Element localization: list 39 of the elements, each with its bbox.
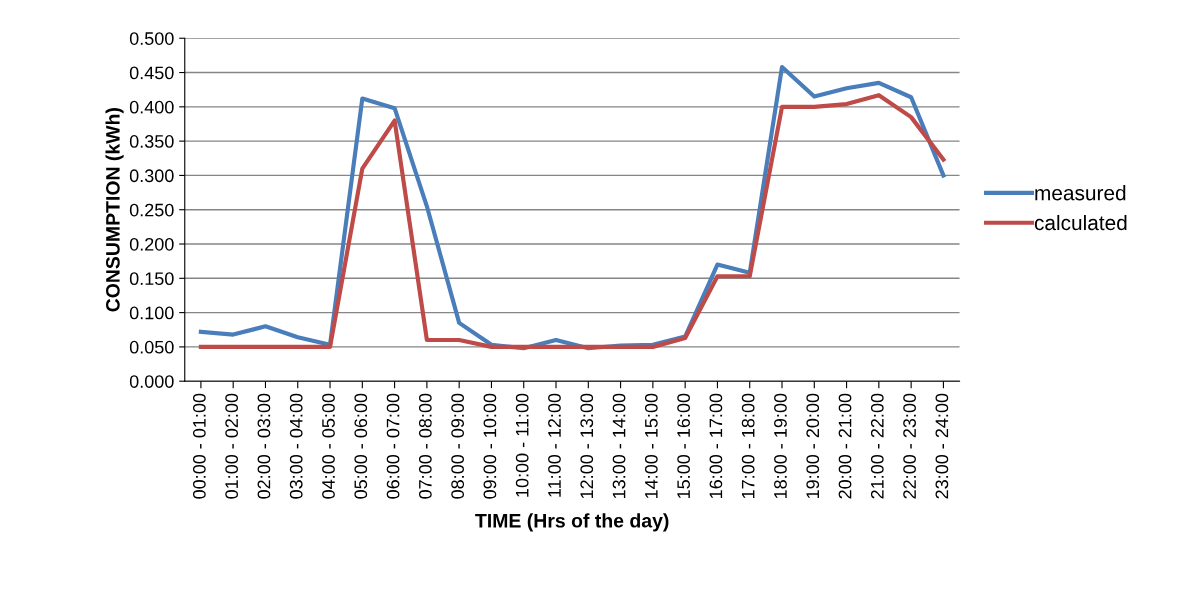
- y-tick-label: 0.400: [129, 100, 174, 114]
- x-tick-label: 14:00 - 15:00: [644, 393, 658, 499]
- x-tick-label: 02:00 - 03:00: [257, 393, 271, 499]
- x-tick-label: 07:00 - 08:00: [418, 393, 432, 499]
- x-tick-label: 22:00 - 23:00: [903, 393, 916, 499]
- x-tick-label: 13:00 - 14:00: [612, 393, 626, 499]
- y-tick-label: 0.100: [129, 306, 174, 320]
- x-tick-label: 00:00 - 01:00: [192, 393, 206, 499]
- y-tick-label: 0.500: [129, 32, 174, 45]
- x-tick-label: 20:00 - 21:00: [838, 393, 852, 499]
- x-tick-label: 01:00 - 02:00: [225, 393, 239, 499]
- x-tick-label: 18:00 - 19:00: [774, 393, 787, 499]
- x-tick-label: 17:00 - 18:00: [741, 393, 755, 499]
- x-tick-label: 12:00 - 13:00: [580, 393, 594, 499]
- x-tick-label: 16:00 - 17:00: [709, 393, 723, 499]
- y-tick-label: 0.350: [129, 135, 174, 148]
- x-tick-label: 08:00 - 09:00: [451, 393, 465, 499]
- y-tick-label: 0.200: [129, 237, 174, 251]
- x-tick-label: 15:00 - 16:00: [677, 393, 690, 499]
- x-tick-label: 23:00 - 24:00: [935, 393, 949, 499]
- x-tick-label: 05:00 - 06:00: [354, 393, 368, 499]
- y-tick-label: 0.000: [129, 375, 174, 388]
- legend-label: calculated: [1034, 214, 1127, 231]
- y-tick-label: 0.450: [129, 66, 174, 80]
- x-tick-label: 10:00 - 11:00: [515, 393, 529, 497]
- y-tick-label: 0.250: [129, 203, 174, 217]
- y-axis-title: CONSUMPTION (kWh): [105, 108, 124, 312]
- x-axis-title: TIME (Hrs of the day): [475, 513, 669, 532]
- y-tick-label: 0.050: [129, 340, 174, 354]
- x-tick-label: 11:00 - 12:00: [548, 393, 561, 497]
- x-tick-label: 09:00 - 10:00: [483, 393, 497, 499]
- y-tick-label: 0.300: [129, 169, 174, 183]
- y-tick-label: 0.150: [129, 272, 174, 286]
- x-tick-label: 19:00 - 20:00: [806, 393, 820, 499]
- x-tick-label: 21:00 - 22:00: [870, 393, 884, 499]
- x-tick-label: 04:00 - 05:00: [322, 393, 335, 499]
- legend-label: measured: [1035, 185, 1126, 201]
- x-tick-label: 06:00 - 07:00: [386, 393, 400, 499]
- x-tick-label: 03:00 - 04:00: [289, 393, 303, 499]
